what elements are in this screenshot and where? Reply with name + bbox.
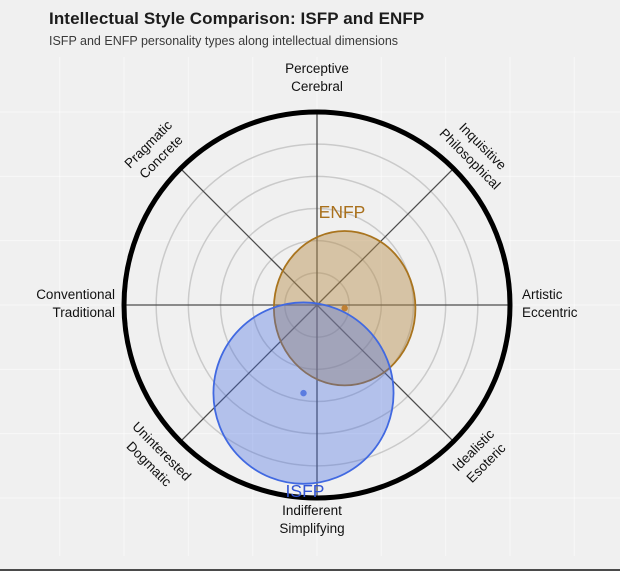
- axis-label-line: Conventional: [36, 287, 115, 302]
- axis-label-line: Perceptive: [285, 61, 349, 76]
- bottom-border: [0, 569, 620, 571]
- series-label-enfp: ENFP: [318, 202, 366, 222]
- series-label-isfp: ISFP: [285, 481, 325, 501]
- axis-spoke: [180, 168, 318, 306]
- axis-label-line: Cerebral: [291, 79, 343, 94]
- axis-spoke: [316, 168, 454, 306]
- axis-label-line: Indifferent: [282, 503, 342, 518]
- page-title: Intellectual Style Comparison: ISFP and …: [49, 9, 425, 28]
- axis-label-conventional-traditional: Conventional Traditional: [36, 286, 115, 322]
- axis-label-line: Simplifying: [279, 521, 345, 536]
- axis-label-artistic-eccentric: Artistic Eccentric: [522, 286, 578, 322]
- outer-circle: [121, 109, 513, 501]
- axis-label-line: Eccentric: [522, 305, 578, 320]
- page-subtitle: ISFP and ENFP personality types along in…: [49, 34, 399, 48]
- axis-spoke: [316, 304, 454, 442]
- axis-label-indifferent-simplifying: Indifferent Simplifying: [279, 502, 344, 538]
- axis-spoke: [180, 304, 318, 442]
- axis-label-perceptive-cerebral: Perceptive Cerebral: [285, 60, 349, 96]
- axis-label-line: Traditional: [52, 305, 115, 320]
- center-marker-enfp: [341, 305, 348, 312]
- center-marker-isfp: [300, 389, 307, 397]
- axis-label-line: Artistic: [522, 287, 563, 302]
